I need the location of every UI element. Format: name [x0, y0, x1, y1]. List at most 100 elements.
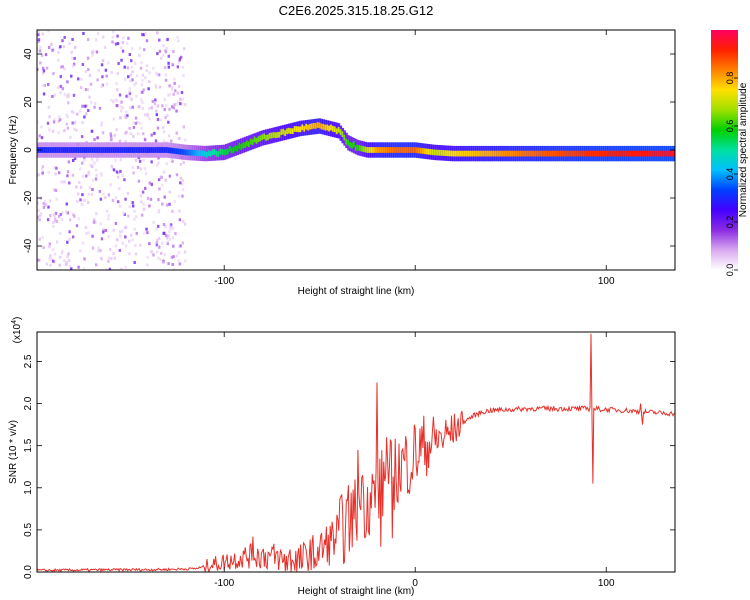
spectrogram-noise-cell — [135, 74, 139, 78]
spectrogram-noise-cell — [68, 264, 72, 268]
spectrogram-noise-cell — [134, 243, 137, 247]
spectrogram-ridge-core — [551, 150, 555, 157]
spectrogram-ridge-core — [616, 150, 619, 157]
spectrogram-noise-cell — [154, 85, 158, 89]
spectrogram-noise-cell — [83, 257, 86, 261]
spectrogram-noise-cell — [87, 109, 90, 113]
spectrogram-ridge-core — [383, 147, 386, 153]
spectrogram-noise-cell — [110, 98, 113, 102]
spectrogram-ridge-core — [652, 150, 656, 157]
spectrogram-noise-cell — [96, 78, 99, 82]
spectrogram-ridge-core — [41, 147, 45, 153]
spectrogram-ridge-core — [626, 150, 629, 157]
spectrogram-noise-cell — [71, 173, 75, 177]
spectrogram-noise-cell — [47, 205, 50, 209]
spectrogram-noise-cell — [179, 181, 182, 185]
spectrogram-noise-cell — [60, 180, 63, 184]
spectrogram-noise-cell — [148, 204, 151, 208]
spectrogram-ridge-core — [186, 149, 190, 156]
spectrogram-noise-cell — [71, 64, 75, 68]
spectrogram-noise-cell — [121, 41, 124, 45]
spectrogram-noise-cell — [105, 82, 109, 86]
spectrogram-noise-cell — [171, 263, 174, 267]
spectrogram-noise-cell — [94, 177, 98, 181]
spectrogram-ridge-core — [379, 147, 383, 153]
spectrogram-noise-cell — [118, 204, 122, 208]
spectrogram-noise-cell — [148, 71, 151, 75]
spectrogram-noise-cell — [81, 193, 84, 197]
spectrogram-ridge-core — [400, 147, 404, 153]
spectrogram-noise-cell — [130, 97, 133, 101]
spectrogram-ridge-core — [511, 150, 514, 157]
spectrogram-noise-cell — [107, 259, 110, 263]
spectrogram-noise-cell — [181, 65, 184, 69]
spectrogram-noise-cell — [101, 75, 104, 79]
spectrogram-noise-cell — [95, 173, 98, 177]
spectrogram-noise-cell — [124, 131, 127, 135]
spectrogram-ridge-core — [417, 147, 421, 154]
spectrogram-noise-cell — [57, 119, 61, 123]
spectrogram-noise-cell — [115, 104, 118, 108]
spectrogram-noise-cell — [57, 50, 60, 54]
spectrogram-ridge-core — [631, 150, 635, 157]
spectrogram-noise-cell — [134, 252, 138, 256]
spectrogram-noise-cell — [132, 121, 136, 125]
spectrogram-noise-cell — [156, 250, 159, 254]
spectrogram-noise-cell — [59, 213, 62, 217]
spectrogram-ridge-core — [385, 147, 388, 153]
spectrogram-noise-cell — [65, 210, 68, 214]
spectrogram-ridge-core — [337, 126, 341, 133]
spectrogram-ridge-core — [587, 150, 591, 157]
spectrogram-noise-cell — [37, 38, 41, 42]
spectrogram-ridge-core — [574, 150, 577, 157]
spectrogram-ridge-core — [278, 131, 281, 138]
spectrogram-noise-cell — [80, 77, 83, 81]
spectrogram-noise-cell — [143, 231, 146, 235]
spectrogram-noise-cell — [37, 258, 41, 262]
spectrogram-noise-cell — [178, 262, 182, 266]
spectrogram-noise-cell — [112, 168, 116, 172]
spectrogram-noise-cell — [73, 214, 76, 218]
spectrogram-ridge-core — [163, 147, 167, 153]
snr-y-tick-label: 0.5 — [23, 523, 34, 537]
spectrogram-noise-cell — [130, 59, 133, 63]
spectrogram-noise-cell — [156, 52, 159, 56]
spectrogram-noise-cell — [128, 239, 131, 243]
spectrogram-ridge-core — [578, 150, 581, 157]
spectrogram-noise-cell — [67, 259, 71, 263]
spectrogram-ridge-core — [530, 150, 534, 157]
spectrogram-ridge-core — [205, 151, 209, 158]
spectrogram-noise-cell — [37, 208, 40, 212]
spectrogram-noise-cell — [118, 93, 122, 97]
spectrogram-noise-cell — [70, 267, 73, 270]
spectrogram-ridge-core — [106, 147, 109, 153]
spectrogram-ridge-core — [328, 125, 331, 132]
spectrogram-ridge-core — [333, 126, 337, 133]
spectrogram-noise-cell — [66, 126, 70, 130]
spectrogram-noise-cell — [159, 118, 162, 122]
spectrogram-noise-cell — [170, 105, 174, 109]
spectrogram-ridge-core — [307, 124, 310, 131]
spectrogram-ridge-core — [641, 150, 644, 157]
spectrogram-noise-cell — [156, 239, 159, 243]
spectrogram-noise-cell — [182, 188, 185, 192]
spectrogram-ridge-core — [165, 147, 169, 153]
spectrogram-noise-cell — [122, 211, 125, 215]
spectrogram-noise-cell — [55, 166, 58, 170]
spectrogram-noise-cell — [145, 69, 148, 73]
spectrogram-ridge-core — [133, 147, 136, 153]
spectrogram-noise-cell — [111, 198, 115, 202]
spectrogram-ridge-core — [603, 150, 606, 157]
spectrogram-ridge-core — [408, 147, 411, 153]
spectrogram-noise-cell — [182, 125, 186, 129]
spectrogram-ridge-core — [274, 132, 278, 139]
spectrogram-noise-cell — [97, 249, 100, 253]
spectrogram-ridge-core — [528, 150, 532, 157]
spectrogram-noise-cell — [120, 229, 124, 233]
spectrogram-noise-cell — [107, 214, 110, 218]
colorbar-tick-label: 0.4 — [725, 168, 735, 181]
spectrogram-ridge-core — [370, 147, 373, 153]
spectrogram-noise-cell — [52, 213, 56, 217]
spectrogram-ridge-core — [200, 150, 203, 157]
spectrogram-noise-cell — [95, 212, 98, 216]
